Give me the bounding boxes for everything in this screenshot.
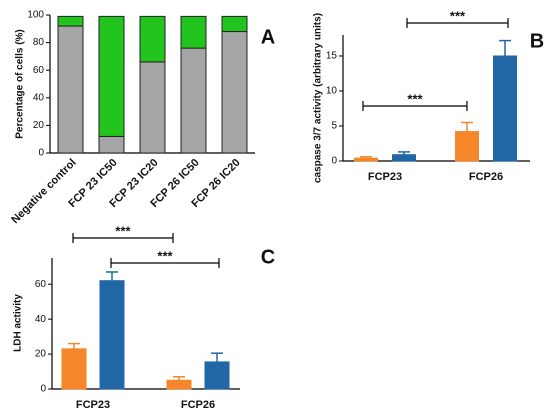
y-axis-label: LDH activity [13, 294, 24, 352]
bar-segment [98, 15, 125, 137]
bar [61, 348, 87, 390]
bar-segment [57, 15, 84, 27]
bar-segment [57, 25, 84, 154]
y-tick-label: 10 [326, 86, 338, 97]
y-tick-label: 5 [331, 121, 337, 132]
y-tick-label: 80 [33, 37, 45, 48]
x-tick-label: FCP23 [76, 399, 110, 411]
bar [392, 154, 416, 162]
y-tick-label: 40 [33, 92, 45, 103]
x-tick-label: FCP26 [469, 171, 503, 183]
bar-segment [221, 31, 248, 154]
bar [204, 361, 230, 390]
y-axis-label: Percentage of cells (%) [15, 29, 26, 138]
bar [455, 131, 479, 162]
y-tick-label: 40 [35, 314, 47, 325]
y-tick-label: 60 [35, 279, 47, 290]
significance-label: *** [115, 223, 131, 238]
bar [99, 280, 125, 390]
x-tick-label: Negative control [9, 157, 78, 226]
bar-segment [98, 135, 125, 154]
bar [493, 55, 517, 162]
bar-segment [139, 61, 166, 154]
significance-label: *** [450, 8, 466, 23]
bar-segment [139, 15, 166, 63]
y-tick-label: 15 [326, 51, 338, 62]
y-tick-label: 0 [38, 148, 44, 159]
y-tick-label: 60 [33, 65, 45, 76]
significance-label: *** [157, 248, 173, 263]
y-tick-label: 100 [27, 10, 44, 21]
bar-segment [221, 15, 248, 33]
y-tick-label: 0 [331, 156, 337, 167]
panel-label: B [530, 30, 544, 52]
y-tick-label: 0 [40, 384, 46, 395]
bar [354, 157, 378, 162]
x-tick-label: FCP26 [181, 399, 215, 411]
y-tick-label: 20 [33, 120, 45, 131]
bar-segment [180, 47, 207, 154]
x-tick-label: FCP23 [368, 171, 402, 183]
bar [166, 379, 192, 390]
y-axis-label: caspase 3/7 activity (arbitrary units) [313, 13, 324, 183]
significance-label: *** [407, 91, 423, 106]
bar-segment [180, 15, 207, 49]
panel-label: A [261, 26, 275, 48]
panel-label: C [261, 246, 275, 268]
y-tick-label: 20 [35, 349, 47, 360]
